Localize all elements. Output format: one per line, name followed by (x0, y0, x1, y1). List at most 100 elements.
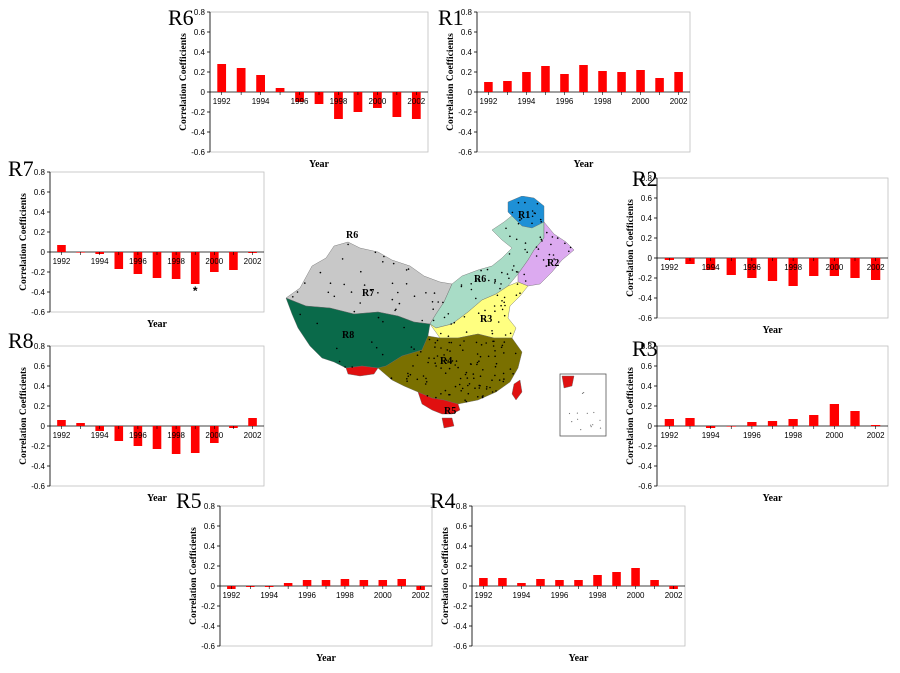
station-dot (397, 291, 399, 294)
map-label-r2: R2 (547, 258, 559, 269)
station-dot (508, 277, 510, 280)
station-dot (395, 308, 397, 311)
x-tick-label: 2002 (407, 97, 425, 106)
bar-1997 (574, 580, 583, 586)
x-tick-label: 1996 (291, 97, 309, 106)
y-tick-label: 0 (41, 422, 46, 431)
station-dot (382, 261, 384, 263)
station-dot (517, 201, 520, 204)
station-dot (470, 288, 473, 291)
station-dot (344, 366, 346, 368)
station-dot (508, 253, 511, 255)
station-dot (475, 341, 478, 344)
bar-1993 (498, 578, 507, 586)
bar-1995 (541, 66, 550, 92)
y-tick-label: 0 (463, 582, 468, 591)
y-tick-label: 0.8 (34, 342, 46, 351)
station-dot (514, 352, 517, 355)
y-tick-label: 0.8 (34, 168, 46, 177)
y-tick-label: 0.2 (34, 402, 46, 411)
station-dot (491, 330, 493, 332)
x-tick-label: 1992 (475, 591, 493, 600)
station-dot (472, 373, 475, 375)
station-dot (412, 365, 414, 367)
y-tick-label: -0.6 (458, 148, 472, 157)
bar-1996 (133, 252, 143, 274)
y-tick-label: -0.6 (31, 308, 45, 317)
station-dot (509, 235, 511, 238)
station-dot (435, 365, 437, 367)
bar-1997 (767, 258, 778, 281)
station-dot (454, 385, 457, 388)
bar-2002 (870, 258, 881, 280)
y-tick-label: -0.2 (458, 108, 472, 117)
station-dot (531, 222, 533, 225)
station-dot (548, 253, 551, 256)
station-dot (416, 354, 419, 356)
x-tick-label: 2002 (244, 257, 262, 266)
x-tick-label: 1996 (743, 263, 761, 272)
bar-1993 (76, 423, 85, 426)
x-tick-label: 2000 (368, 97, 386, 106)
bar-2001 (850, 258, 860, 278)
bar-1998 (334, 92, 343, 119)
x-tick-label: 2000 (205, 431, 223, 440)
inset-island (568, 412, 571, 415)
y-tick-label: 0.8 (641, 342, 653, 351)
bar-1996 (747, 258, 757, 278)
station-dot (459, 377, 462, 380)
station-dot (465, 400, 468, 403)
x-tick-label: 1998 (336, 591, 354, 600)
y-tick-label: 0.4 (461, 48, 473, 57)
bar-1999 (353, 92, 363, 112)
region-map: R1 R2 R3 R4 R5 R6 R7 R8 R6 (285, 196, 607, 437)
station-dot (540, 221, 542, 223)
y-axis-title: Correlation Coefficients (626, 199, 636, 297)
station-dot (540, 238, 543, 241)
y-tick-label: -0.4 (31, 462, 45, 471)
bar-1999 (190, 426, 200, 453)
map-inset-islands (568, 392, 602, 431)
station-dot (407, 268, 410, 270)
y-tick-label: -0.4 (201, 622, 215, 631)
y-tick-label: 0.6 (456, 522, 468, 531)
station-dot (536, 202, 539, 205)
x-tick-label: 1994 (91, 257, 109, 266)
bar-1997 (314, 92, 324, 104)
station-dot (442, 301, 444, 304)
chart-panel-r5: 0.8 0.6 0.4 0.2 0 -0.2 -0.4 -0.6 1992 1994 1996 199… (184, 500, 437, 673)
station-dot (478, 387, 481, 389)
station-dot (448, 367, 451, 370)
station-dot (541, 240, 543, 242)
inset-island (590, 426, 592, 428)
y-tick-label: 0 (648, 422, 653, 431)
station-dot (501, 344, 504, 347)
station-dot (383, 255, 385, 258)
station-dot (440, 367, 442, 369)
bar-1995 (114, 426, 124, 441)
bar-1999 (190, 252, 200, 284)
x-tick-label: 1994 (702, 431, 720, 440)
bar-1995 (536, 579, 545, 586)
x-tick-label: 2002 (412, 591, 430, 600)
inset-island (581, 392, 584, 394)
bar-1998 (171, 426, 181, 454)
station-dot (494, 355, 496, 358)
station-dot (444, 372, 447, 374)
station-dot (486, 268, 489, 271)
station-dot (475, 297, 477, 300)
station-dot (497, 321, 500, 323)
station-dot (447, 335, 450, 337)
station-dot (486, 386, 488, 388)
bar-1997 (767, 421, 778, 426)
station-dot (440, 393, 442, 395)
bar-1996 (555, 580, 564, 586)
chart-r1: 0.8 0.6 0.4 0.2 0 -0.2 -0.4 -0.6 1992 1994 1996 199… (446, 8, 691, 170)
station-dot (511, 269, 514, 271)
y-tick-label: 0.8 (204, 502, 216, 511)
station-dot (517, 271, 519, 273)
station-dot (503, 314, 506, 317)
bar-1997 (321, 580, 331, 586)
station-dot (553, 258, 555, 260)
station-dot (461, 387, 464, 390)
